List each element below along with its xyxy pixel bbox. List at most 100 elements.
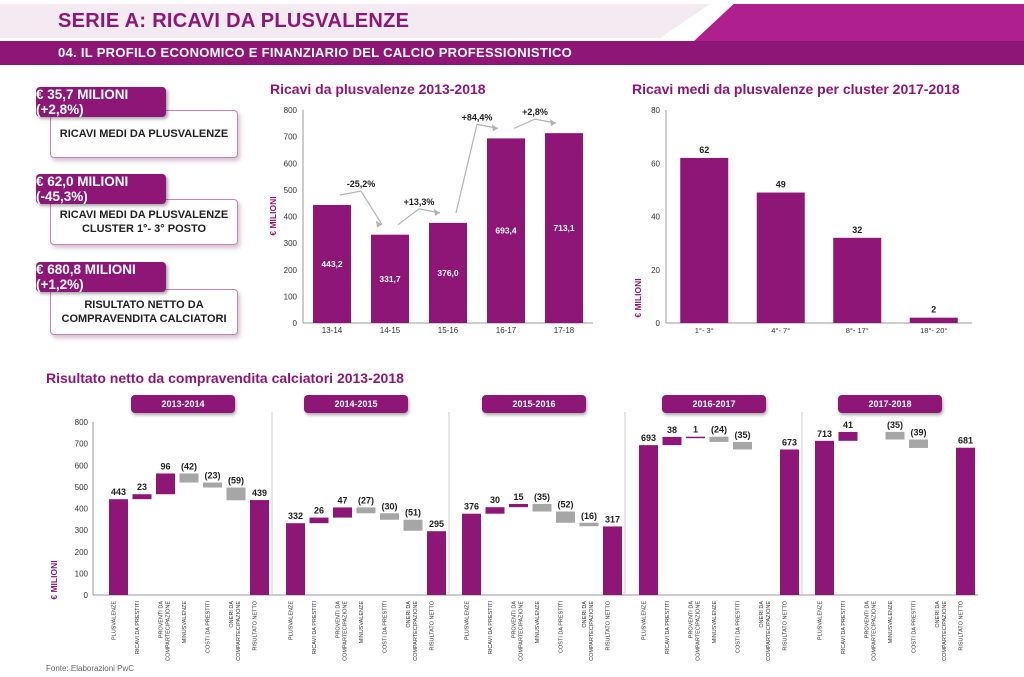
c1-y-label: € MILIONI (268, 196, 278, 235)
season-pill-2: 2014-2015 (304, 395, 408, 413)
c1-change-arrow (339, 190, 383, 226)
c3-x-tick: RISULTATO NETTO (783, 600, 789, 650)
c3-bar (579, 522, 599, 527)
c2-bar (680, 157, 729, 323)
c3-bar (686, 436, 705, 439)
c3-y-tick: 300 (75, 526, 89, 535)
c3-x-tick: RISULTATO NETTO (253, 600, 259, 650)
c3-bar (733, 441, 752, 450)
c2-x-tick: 4°- 7° (771, 326, 790, 335)
c1-bar (313, 204, 351, 323)
c3-bar (309, 517, 329, 524)
c3-x-tick: PROVENTI DA (159, 601, 165, 639)
c1-change-arrow (455, 123, 499, 214)
c3-bar (427, 531, 446, 595)
c3-data-label: (27) (358, 495, 374, 505)
c3-bar (286, 523, 305, 595)
kpi-1-label: RICAVI MEDI DA PLUSVALENZE (59, 128, 229, 140)
source-note: Fonte: Elaborazioni PwC (46, 664, 135, 673)
c3-x-tick: RICAVI DA PRESTITI (665, 601, 671, 655)
c3-data-label: 681 (958, 436, 973, 446)
c3-x-tick: ONERI DA (582, 601, 588, 628)
kpi-3-label-line1: RISULTATO NETTO DA (84, 299, 204, 311)
c2-y-tick: 40 (651, 213, 660, 222)
c3-x-tick: COMPARTECIPAZIONE (519, 601, 525, 661)
c3-x-tick: COSTI DA PRESTITI (912, 601, 918, 653)
c2-y-tick: 20 (651, 266, 660, 275)
c3-data-label: (52) (557, 500, 573, 510)
c3-x-tick: COSTI DA PRESTITI (206, 601, 212, 653)
c3-x-tick: PROVENTI DA (512, 601, 518, 639)
c3-data-label: 30 (490, 495, 500, 505)
c2-x-tick: 1°- 3° (695, 326, 714, 335)
c3-x-tick: COMPARTECIPAZIONE (872, 601, 878, 661)
c3-x-tick: RISULTATO NETTO (606, 600, 612, 650)
season-pill-4: 2016-2017 (662, 395, 766, 413)
c3-x-tick: COMPARTECIPAZIONE (942, 601, 948, 661)
kpi-2-box: RICAVI MEDI DA PLUSVALENZE CLUSTER 1°- 3… (50, 199, 238, 245)
c3-bar (203, 482, 222, 488)
c3-bar (780, 449, 799, 595)
c2-bar (756, 192, 805, 323)
c1-y-tick: 800 (284, 106, 298, 115)
page-title-band: SERIE A: RICAVI DA PLUSVALENZE (0, 4, 710, 38)
c1-x-tick: 16-17 (496, 326, 517, 335)
c3-y-tick: 700 (75, 440, 89, 449)
c1-change-label: -25,2% (347, 179, 376, 189)
c3-data-label: (35) (887, 420, 903, 430)
kpi-2-value: € 62,0 MILIONI (-45,3%) (36, 174, 166, 204)
c3-data-label: 47 (337, 495, 347, 505)
c3-x-tick: ONERI DA (229, 601, 235, 628)
c3-x-tick: RICAVI DA PRESTITI (135, 601, 141, 655)
kpi-3-label-line2: COMPRAVENDITA CALCIATORI (61, 313, 227, 325)
c1-y-tick: 700 (284, 133, 298, 142)
c2-bar (833, 237, 882, 323)
c3-bar (485, 507, 505, 514)
c1-y-tick: 500 (284, 186, 298, 195)
c3-x-tick: PROVENTI DA (865, 601, 871, 639)
c3-data-label: 693 (641, 433, 656, 443)
c2-data-label: 32 (852, 225, 862, 235)
c3-y-tick: 0 (84, 591, 89, 600)
c3-data-label: 713 (817, 429, 832, 439)
c3-x-tick: PLUSVALENZE (818, 601, 824, 640)
c3-x-tick: MINUSVALENZE (888, 601, 894, 644)
c3-x-tick: COSTI DA PRESTITI (559, 601, 565, 653)
c3-x-tick: COMPARTECIPAZIONE (766, 601, 772, 661)
c3-bar (380, 513, 399, 520)
c1-x-tick: 13-14 (322, 326, 343, 335)
c3-data-label: (24) (711, 425, 727, 435)
c3-data-label: 332 (288, 511, 303, 521)
c3-y-tick: 500 (75, 483, 89, 492)
c3-x-tick: ONERI DA (406, 601, 412, 628)
c1-data-label: 713,1 (553, 223, 575, 233)
c1-x-tick: 14-15 (380, 326, 401, 335)
c2-x-tick: 8°- 17° (846, 326, 869, 335)
c3-x-tick: PLUSVALENZE (289, 601, 295, 640)
c3-x-tick: ONERI DA (935, 601, 941, 628)
c3-data-label: 1 (693, 425, 698, 435)
c1-data-label: 376,0 (437, 268, 459, 278)
c1-arrow-head (376, 220, 382, 228)
c1-y-tick: 100 (284, 292, 298, 301)
c2-y-tick: 80 (651, 106, 660, 115)
c3-x-tick: MINUSVALENZE (182, 601, 188, 644)
c3-bar (709, 436, 729, 442)
header-accent (694, 4, 1024, 41)
c3-y-tick: 400 (75, 505, 89, 514)
c3-x-tick: COMPARTECIPAZIONE (166, 601, 172, 661)
c3-bar (179, 473, 199, 483)
c3-data-label: (30) (381, 501, 397, 511)
c3-x-tick: RICAVI DA PRESTITI (841, 601, 847, 655)
kpi-1-box: RICAVI MEDI DA PLUSVALENZE (50, 110, 238, 158)
c1-change-arrow (397, 208, 441, 226)
c3-bar (662, 436, 682, 446)
c2-data-label: 2 (931, 305, 936, 315)
c3-y-tick: 800 (75, 418, 89, 427)
chart1-title: Ricavi da plusvalenze 2013-2018 (270, 81, 486, 97)
c3-bar (815, 440, 834, 595)
c3-bar (132, 494, 152, 500)
c2-y-tick: 0 (656, 319, 661, 328)
c3-x-tick: MINUSVALENZE (359, 601, 365, 644)
c2-y-tick: 60 (651, 159, 660, 168)
